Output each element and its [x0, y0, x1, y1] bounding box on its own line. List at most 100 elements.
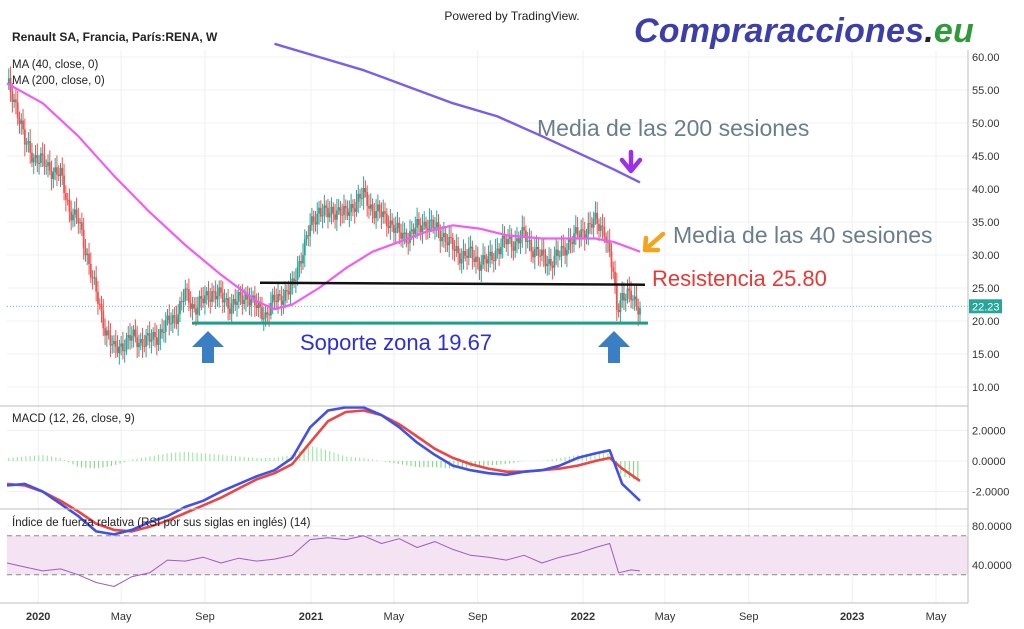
candle-body: [319, 207, 322, 217]
candle-body: [394, 228, 397, 233]
candle-body: [105, 330, 108, 336]
rsi-legend: Índice de fuerza relativa (RSI por sus s…: [12, 517, 311, 529]
candle-body: [86, 253, 89, 256]
candle-body: [617, 310, 620, 313]
last-price-label: 22.23: [972, 301, 1000, 313]
candle-body: [621, 292, 624, 301]
candle-body: [603, 226, 606, 237]
candle-body: [492, 260, 495, 262]
candle-body: [314, 221, 317, 225]
candle-body: [453, 249, 456, 251]
candle-body: [371, 204, 374, 212]
candle-body: [109, 334, 112, 346]
candle-body: [500, 247, 502, 255]
candle-body: [116, 346, 119, 354]
candle-body: [23, 129, 26, 145]
candle-body: [104, 328, 106, 336]
candle-body: [79, 222, 82, 224]
price-tick-label: 55.00: [972, 85, 1000, 97]
candle-body: [261, 307, 263, 320]
candle-body: [628, 288, 631, 291]
candle-body: [376, 204, 379, 212]
candle-body: [478, 261, 481, 271]
ma200-pointer-arrow: [619, 149, 643, 174]
candle-body: [307, 235, 310, 237]
resistance-annotation: Resistencia 25.80: [652, 266, 827, 291]
candle-body: [234, 299, 237, 305]
candle-body: [29, 140, 32, 153]
candle-body: [136, 337, 139, 348]
candle-body: [223, 299, 226, 303]
watermark-name: Comprar: [634, 12, 778, 50]
candle-body: [450, 236, 452, 238]
candle-body: [373, 211, 376, 219]
candle-body: [102, 310, 105, 329]
candle-body: [7, 78, 10, 84]
candle-body: [212, 291, 215, 293]
price-tick-label: 10.00: [972, 382, 1000, 394]
candle-body: [323, 205, 326, 216]
candle-body: [205, 291, 208, 296]
candle-body: [476, 256, 479, 262]
candle-body: [612, 267, 615, 272]
candle-body: [582, 229, 584, 231]
candle-body: [84, 247, 87, 256]
candle-body: [100, 304, 103, 311]
candle-body: [339, 207, 342, 215]
candle-body: [619, 300, 622, 313]
candle-body: [380, 212, 383, 218]
candle-body: [382, 211, 385, 218]
candle-body: [514, 241, 517, 251]
time-tick-label: 2020: [26, 611, 50, 623]
candle-body: [198, 296, 201, 308]
candle-body: [544, 255, 547, 267]
candle-body: [31, 152, 33, 163]
watermark-dot: .: [924, 12, 934, 50]
candle-body: [355, 202, 358, 212]
candle-body: [467, 248, 470, 258]
candle-body: [589, 223, 591, 225]
candle-body: [580, 229, 583, 238]
candle-body: [512, 247, 515, 251]
candle-body: [630, 290, 632, 301]
candle-body: [423, 221, 426, 226]
ma200-legend: MA (200, close, 0): [12, 75, 105, 87]
candle-body: [177, 314, 180, 324]
support-arrow-left: [192, 331, 224, 363]
candle-body: [637, 306, 640, 315]
candle-body: [27, 140, 30, 144]
candle-body: [293, 278, 295, 282]
candle-body: [50, 170, 53, 180]
candle-body: [196, 307, 199, 315]
candle-body: [122, 343, 124, 352]
gridlines-layer: [7, 50, 968, 603]
candle-body: [480, 264, 483, 271]
last-price-badge: [969, 299, 1002, 314]
annotation-arrows: [192, 149, 666, 363]
support-annotation: Soporte zona 19.67: [300, 330, 493, 355]
candle-body: [446, 241, 449, 246]
candle-body: [111, 344, 114, 346]
candle-body: [599, 225, 602, 231]
candle-body: [384, 211, 386, 214]
candle-body: [537, 246, 540, 256]
candle-body: [496, 248, 499, 251]
candle-body: [635, 296, 638, 307]
candle-body: [95, 277, 98, 292]
macd-tick-label: 2.0000: [972, 425, 1006, 437]
candle-body: [398, 222, 401, 233]
candle-body: [410, 229, 413, 232]
candle-body: [36, 155, 39, 164]
candle-body: [305, 235, 308, 240]
candle-body: [335, 210, 338, 220]
candle-body: [220, 287, 222, 293]
candle-body: [535, 246, 538, 250]
resistance-line: [259, 281, 646, 286]
candle-body: [378, 204, 381, 213]
candle-body: [364, 187, 367, 193]
candle-body: [483, 255, 486, 260]
candle-body: [268, 314, 271, 316]
candle-body: [542, 249, 545, 256]
candle-body: [56, 167, 58, 175]
